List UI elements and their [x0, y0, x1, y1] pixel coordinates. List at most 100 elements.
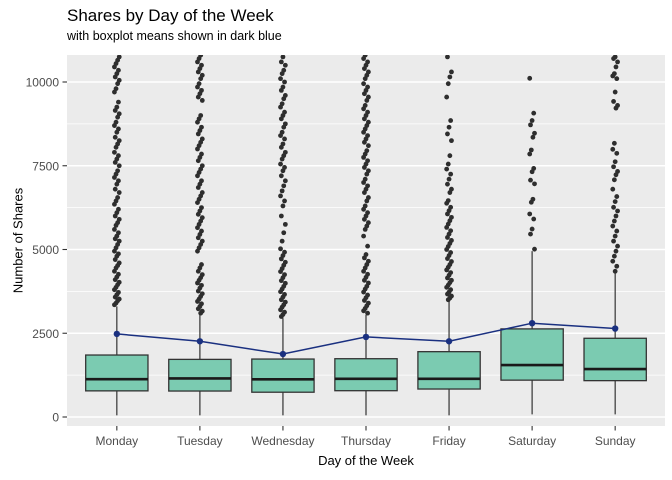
outlier-point [281, 230, 287, 236]
outlier-point [448, 118, 454, 123]
outlier-point [282, 249, 287, 255]
outlier-point [365, 158, 370, 164]
outlier-point [615, 208, 620, 214]
outlier-point [528, 177, 533, 183]
y-tick-label: 7500 [32, 159, 59, 173]
outlier-point [528, 147, 534, 153]
outlier-point [199, 308, 205, 314]
outlier-point [447, 153, 453, 159]
outlier-point [614, 228, 620, 234]
outlier-point [365, 84, 370, 90]
outlier-point [527, 75, 533, 81]
x-tick-label: Monday [95, 434, 138, 448]
outlier-point [281, 183, 287, 189]
outlier-point [366, 168, 371, 174]
outlier-point [199, 151, 204, 157]
outlier-point [116, 55, 122, 60]
outlier-point [199, 72, 205, 78]
outlier-point [112, 227, 117, 232]
outlier-point [610, 223, 616, 229]
outlier-point [279, 238, 285, 244]
outlier-point [282, 280, 288, 286]
outlier-point [116, 216, 122, 222]
outlier-point [199, 205, 204, 211]
outlier-point [113, 119, 119, 125]
outlier-point [611, 204, 616, 210]
mean-point [528, 320, 536, 327]
outlier-point [614, 263, 620, 269]
x-tick-label: Tuesday [177, 434, 223, 448]
outlier-point [611, 253, 617, 259]
x-tick-label: Saturday [508, 434, 556, 448]
outlier-point [116, 126, 121, 132]
outlier-point [282, 136, 287, 142]
outlier-point [445, 55, 450, 60]
outlier-point [611, 99, 616, 104]
outlier-point [614, 76, 620, 82]
outlier-point [116, 251, 121, 257]
outlier-point [280, 141, 286, 147]
outlier-point [282, 93, 288, 98]
outlier-point [279, 129, 285, 135]
mean-point [611, 325, 619, 332]
outlier-point [612, 199, 618, 204]
outlier-point [198, 55, 204, 58]
outlier-point [530, 134, 536, 140]
boxplot-box [583, 337, 647, 382]
outlier-point [366, 195, 371, 200]
outlier-point [610, 258, 616, 264]
outlier-point [448, 228, 454, 234]
outlier-point [282, 309, 287, 315]
outlier-point [611, 140, 617, 146]
outlier-point [611, 218, 617, 224]
outlier-point [446, 124, 452, 130]
outlier-point [444, 166, 450, 172]
outlier-point [449, 277, 454, 283]
outlier-point [610, 146, 616, 152]
outlier-point [278, 246, 283, 252]
x-tick-label: Sunday [595, 434, 636, 448]
outlier-point [199, 301, 204, 307]
outlier-point [116, 77, 122, 83]
y-tick-label: 0 [52, 411, 59, 425]
outlier-point [199, 124, 204, 130]
outlier-point [278, 76, 283, 82]
outlier-point [529, 118, 535, 123]
mean-point [362, 333, 370, 341]
outlier-point [446, 176, 452, 182]
outlier-point [614, 150, 620, 156]
outlier-point [449, 214, 454, 220]
outlier-point [366, 143, 371, 149]
outlier-point [365, 243, 370, 249]
y-tick-label: 10000 [26, 76, 60, 90]
outlier-point [116, 153, 121, 159]
outlier-point [116, 67, 121, 73]
outlier-point [116, 163, 122, 169]
outlier-point [198, 113, 204, 118]
outlier-point [199, 291, 205, 297]
outlier-point [278, 173, 284, 179]
outlier-point [199, 190, 205, 195]
outlier-point [116, 279, 122, 285]
outlier-point [528, 231, 533, 237]
outlier-point [611, 177, 617, 183]
outlier-point [113, 86, 119, 92]
outlier-point [199, 228, 204, 234]
outlier-point [280, 55, 286, 60]
outlier-point [116, 238, 122, 244]
outlier-point [116, 99, 121, 105]
outlier-point [199, 272, 205, 278]
outlier-point [444, 94, 450, 100]
x-tick-label: Wednesday [251, 434, 314, 448]
outlier-point [282, 109, 287, 115]
outlier-point [365, 310, 370, 316]
outlier-point [282, 198, 287, 204]
outlier-point [114, 104, 120, 110]
outlier-point [366, 69, 371, 75]
outlier-point [116, 206, 121, 212]
outlier-point [282, 149, 288, 155]
outlier-point [449, 69, 454, 75]
outlier-point [532, 130, 537, 136]
outlier-point [116, 111, 122, 117]
